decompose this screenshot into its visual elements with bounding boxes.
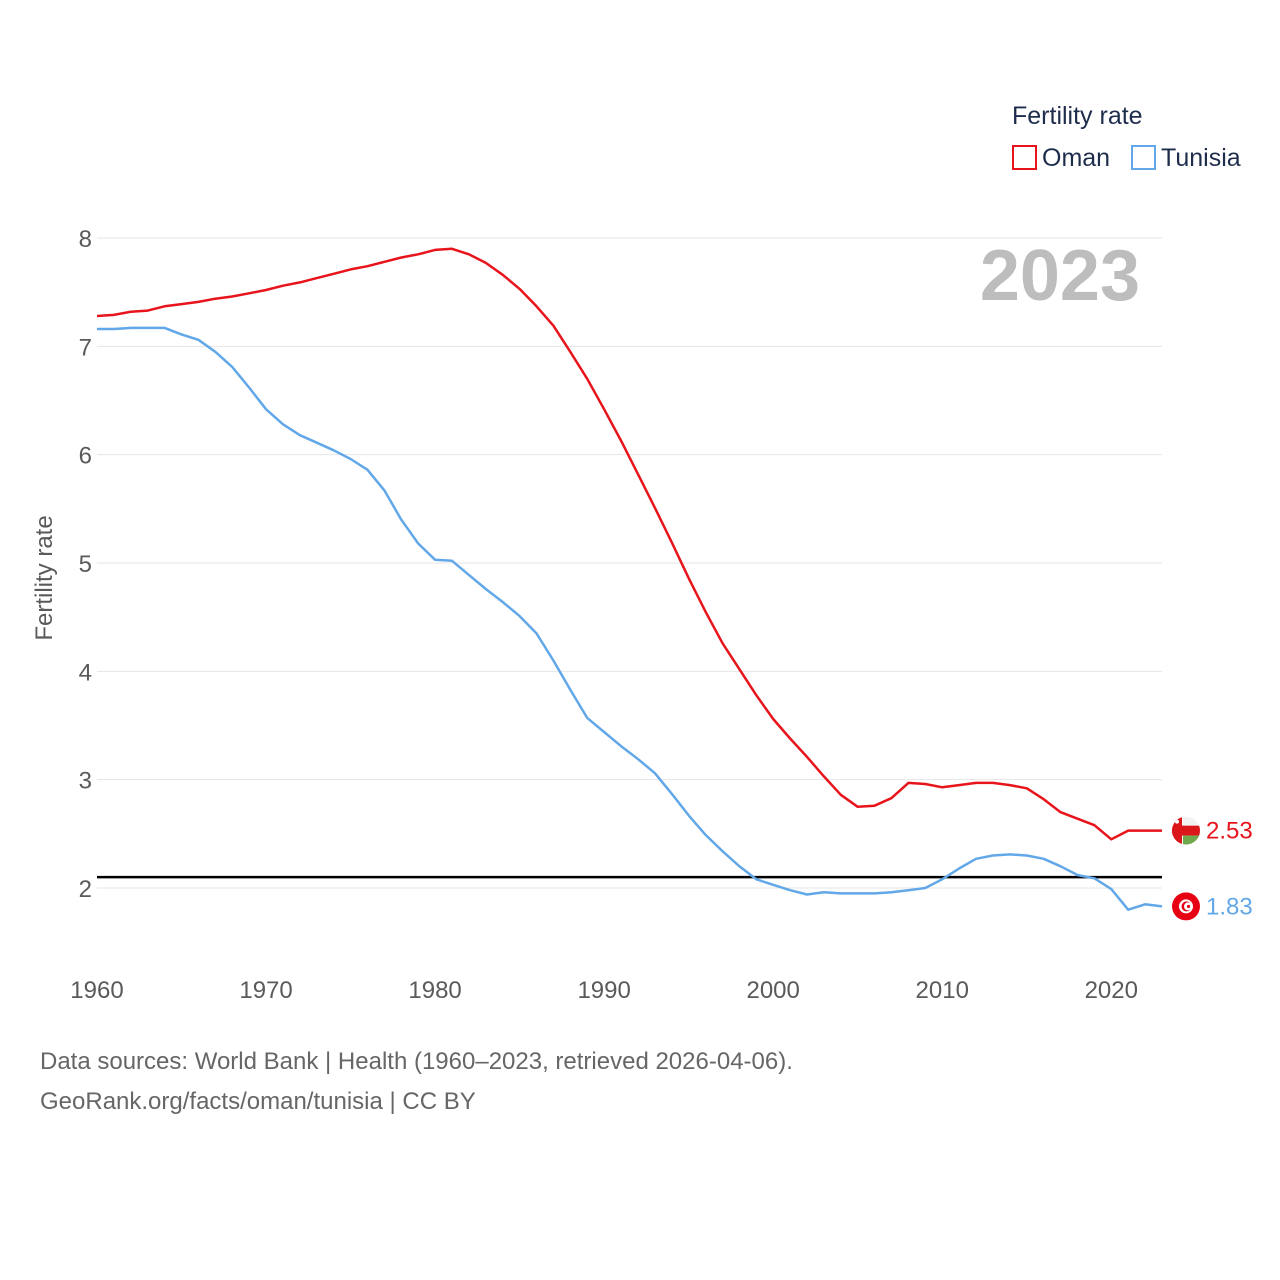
y-tick-label: 6 (79, 443, 92, 470)
legend-label-oman: Oman (1042, 144, 1110, 172)
y-tick-label: 4 (79, 659, 92, 686)
x-tick-label: 1970 (239, 977, 292, 1004)
x-tick-label: 2000 (746, 977, 799, 1004)
end-label-tunisia: 1.83 (1206, 893, 1253, 920)
y-tick-label: 3 (79, 768, 92, 795)
x-axis: 1960 1970 1980 1990 2000 2010 2020 (70, 977, 1138, 1004)
y-tick-label: 2 (79, 876, 92, 903)
legend-title: Fertility rate (1012, 102, 1143, 130)
legend-swatch-oman (1012, 145, 1037, 170)
legend-label-tunisia: Tunisia (1161, 144, 1241, 172)
series-lines (96, 247, 1163, 911)
series-line-tunisia (97, 326, 1163, 911)
tunisia-flag-icon (1172, 892, 1200, 921)
y-tick-label: 8 (79, 226, 92, 253)
x-tick-label: 1960 (70, 977, 123, 1004)
credit-text: GeoRank.org/facts/oman/tunisia | CC BY (40, 1088, 476, 1115)
legend-swatch-tunisia (1131, 145, 1156, 170)
x-tick-label: 1990 (577, 977, 630, 1004)
legend: Fertility rate Oman Tunisia (1012, 102, 1241, 172)
x-tick-label: 2010 (916, 977, 969, 1004)
y-tick-label: 7 (79, 334, 92, 361)
x-tick-label: 2020 (1085, 977, 1138, 1004)
y-tick-label: 5 (79, 551, 92, 578)
data-sources-text: Data sources: World Bank | Health (1960–… (40, 1048, 793, 1075)
legend-item-tunisia[interactable]: Tunisia (1131, 144, 1241, 172)
footer: Data sources: World Bank | Health (1960–… (40, 1042, 793, 1122)
legend-item-oman[interactable]: Oman (1012, 144, 1110, 172)
year-label: 2023 (980, 236, 1140, 316)
series-line-oman (96, 247, 1162, 841)
end-label-oman: 2.53 (1206, 818, 1253, 845)
x-tick-label: 1980 (408, 977, 461, 1004)
y-axis: 2 3 4 5 6 7 8 (79, 226, 92, 903)
y-axis-title: Fertility rate (31, 515, 58, 640)
oman-flag-icon (1172, 816, 1200, 845)
grid-lines (97, 237, 1162, 889)
